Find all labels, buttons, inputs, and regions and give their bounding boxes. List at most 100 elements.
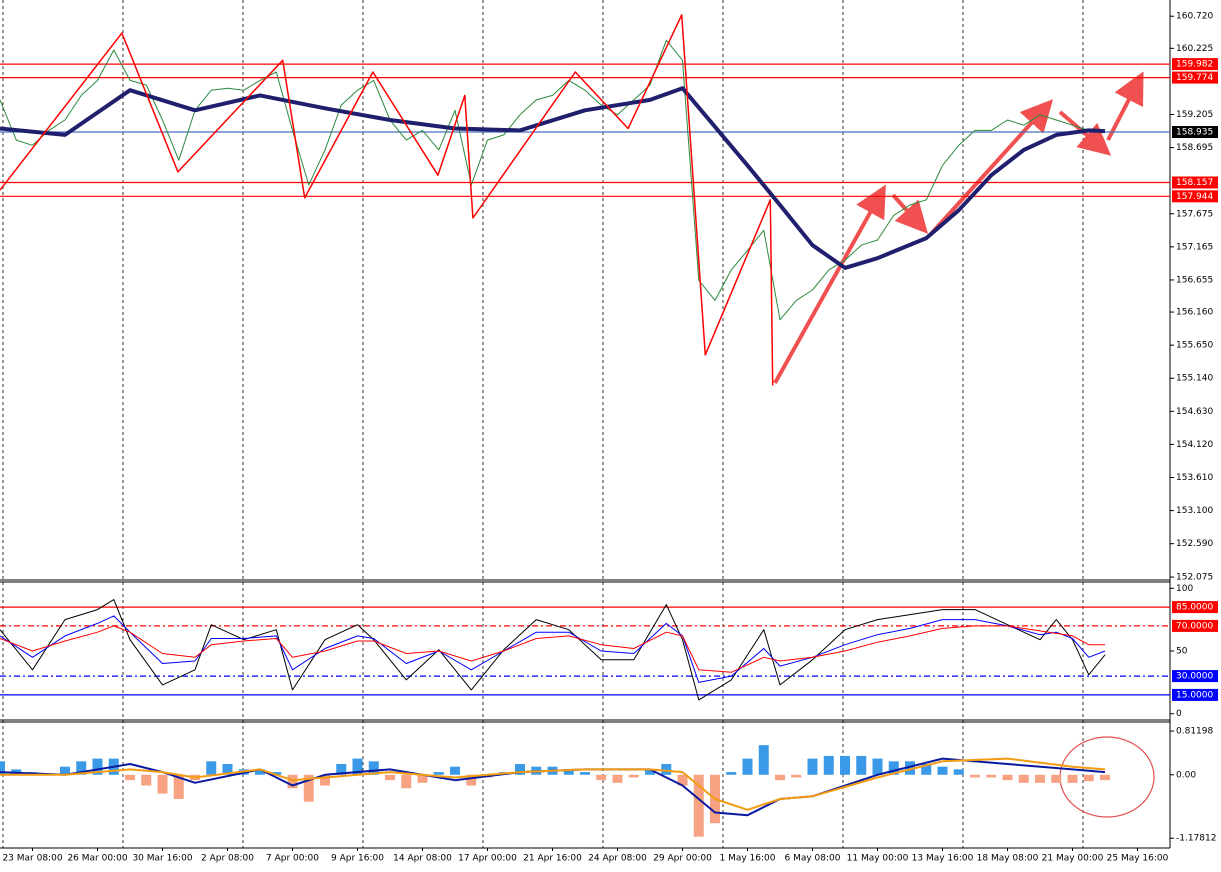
y-tick-label: 160.225 bbox=[1176, 44, 1213, 54]
y-tick-label: 155.650 bbox=[1176, 341, 1213, 351]
level-label: 157.944 bbox=[1176, 192, 1213, 202]
histogram-bar bbox=[645, 769, 655, 775]
level-label-box bbox=[1172, 601, 1218, 614]
x-tick-label: 9 Apr 16:00 bbox=[331, 854, 384, 864]
x-tick-label: 18 May 08:00 bbox=[977, 854, 1039, 864]
histogram-bar bbox=[385, 774, 395, 781]
y-tick-label: 153.610 bbox=[1176, 473, 1213, 483]
y-tick-label: 154.120 bbox=[1176, 440, 1213, 450]
histogram-bar bbox=[1067, 774, 1078, 783]
y-tick-label: 0 bbox=[1176, 709, 1182, 719]
x-tick-label: 1 May 16:00 bbox=[720, 854, 776, 864]
x-tick-label: 6 May 08:00 bbox=[785, 854, 841, 864]
y-tick-label: 100 bbox=[1176, 584, 1193, 594]
histogram-bar bbox=[450, 766, 460, 775]
level-label: 159.774 bbox=[1176, 73, 1213, 83]
histogram-bar bbox=[336, 764, 347, 775]
x-tick-label: 11 May 00:00 bbox=[847, 854, 909, 864]
x-tick-label: 25 May 16:00 bbox=[1107, 854, 1169, 864]
level-label-box bbox=[1172, 190, 1218, 203]
level-label-box bbox=[1172, 126, 1218, 139]
y-tick-label: 157.675 bbox=[1176, 209, 1213, 219]
histogram-bar bbox=[76, 761, 87, 775]
histogram-bar bbox=[596, 774, 607, 781]
histogram-bar bbox=[1051, 774, 1062, 783]
histogram-bar bbox=[303, 774, 314, 802]
x-tick-label: 24 Apr 08:00 bbox=[588, 854, 647, 864]
x-tick-label: 7 Apr 00:00 bbox=[266, 854, 319, 864]
histogram-bar bbox=[775, 774, 785, 781]
histogram-bar bbox=[433, 772, 444, 775]
histogram-bar bbox=[807, 758, 818, 775]
histogram-bar bbox=[1018, 774, 1029, 783]
y-tick-label: 156.655 bbox=[1176, 275, 1213, 285]
histogram-bar bbox=[352, 758, 363, 775]
x-tick-label: 26 Mar 00:00 bbox=[67, 854, 127, 864]
histogram-bar bbox=[580, 772, 590, 775]
level-label: 159.982 bbox=[1176, 60, 1213, 70]
level-label-box bbox=[1172, 176, 1218, 189]
y-tick-label: 159.205 bbox=[1176, 110, 1213, 120]
histogram-bar bbox=[563, 769, 574, 775]
histogram-bar bbox=[1100, 774, 1110, 781]
y-tick-label: 154.630 bbox=[1176, 407, 1213, 417]
histogram-bar bbox=[791, 774, 802, 778]
histogram-bar bbox=[92, 758, 103, 775]
histogram-bar bbox=[840, 755, 850, 775]
series-line bbox=[0, 14, 774, 386]
panel-frames bbox=[0, 0, 1171, 849]
annotation-arrows bbox=[773, 71, 1144, 384]
series-line bbox=[0, 757, 1106, 811]
histogram-bar bbox=[905, 761, 915, 775]
level-label: 158.157 bbox=[1176, 178, 1213, 188]
y-tick-label: 156.160 bbox=[1176, 308, 1213, 318]
histogram-bar bbox=[856, 755, 867, 775]
x-tick-label: 17 Apr 00:00 bbox=[458, 854, 517, 864]
histogram-bar bbox=[206, 761, 217, 775]
series-line bbox=[0, 599, 1106, 701]
y-tick-label: 50 bbox=[1176, 647, 1188, 657]
x-tick-label: 14 Apr 08:00 bbox=[393, 854, 452, 864]
histogram-bar bbox=[515, 764, 525, 775]
level-label-box bbox=[1172, 619, 1218, 632]
series-line bbox=[0, 625, 1105, 673]
histogram-bar bbox=[953, 769, 964, 775]
level-label: 85.0000 bbox=[1176, 603, 1213, 613]
series-line bbox=[0, 39, 1106, 321]
histogram-bar bbox=[986, 774, 997, 778]
histogram-bar bbox=[726, 772, 737, 775]
x-tick-label: 23 Mar 08:00 bbox=[2, 854, 62, 864]
histogram-bar bbox=[60, 766, 70, 775]
histogram-bar bbox=[937, 766, 948, 775]
histogram-bar bbox=[1035, 774, 1045, 783]
histogram-bar bbox=[1083, 774, 1094, 782]
x-tick-label: 2 Apr 08:00 bbox=[201, 854, 254, 864]
histogram-bar bbox=[677, 774, 688, 786]
x-tick-label: 21 May 00:00 bbox=[1042, 854, 1104, 864]
x-tick-label: 30 Mar 16:00 bbox=[132, 854, 192, 864]
level-label-box bbox=[1172, 71, 1218, 84]
histogram-bar bbox=[1002, 774, 1013, 781]
y-tick-label: 152.075 bbox=[1176, 573, 1213, 583]
y-tick-label: -1.17812 bbox=[1176, 834, 1216, 844]
histogram-bar bbox=[173, 774, 184, 799]
histogram-bar bbox=[368, 761, 379, 775]
histogram-bar bbox=[320, 774, 330, 786]
histogram-bar bbox=[0, 761, 5, 775]
histogram-bar bbox=[823, 755, 834, 775]
series-line bbox=[0, 86, 1106, 270]
histogram-bar bbox=[287, 774, 298, 789]
histogram-bar bbox=[125, 774, 135, 781]
y-tick-label: 0.00 bbox=[1176, 770, 1196, 780]
y-tick-label: 158.695 bbox=[1176, 143, 1213, 153]
y-tick-label: 155.140 bbox=[1176, 374, 1213, 384]
level-label-box bbox=[1172, 670, 1218, 683]
histogram-bar bbox=[255, 769, 265, 775]
histogram-bar bbox=[157, 774, 168, 794]
level-label: 158.935 bbox=[1176, 128, 1213, 138]
y-tick-label: 152.590 bbox=[1176, 539, 1213, 549]
histogram-bar bbox=[271, 772, 282, 775]
